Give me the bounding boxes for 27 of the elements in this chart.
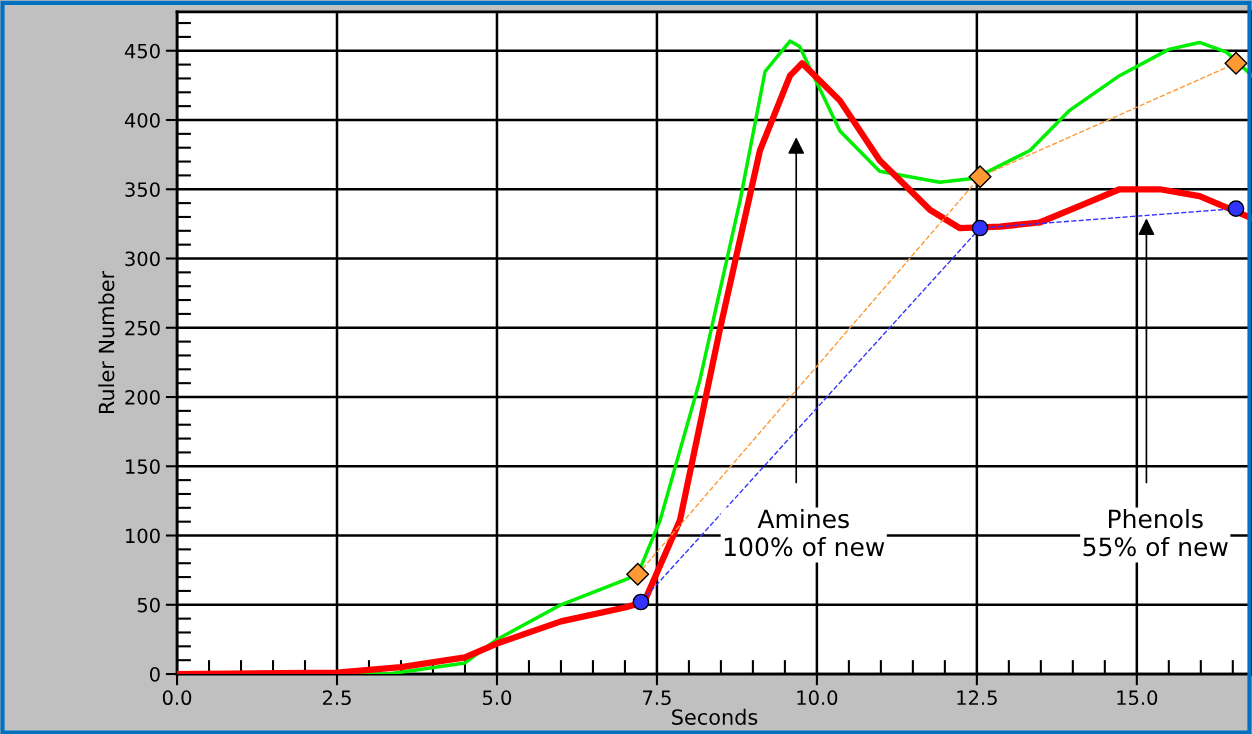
y-tick-label: 150 (126, 459, 160, 474)
point (971, 219, 989, 237)
point (626, 562, 650, 586)
x-tick-label: 15.0 (1117, 690, 1158, 706)
x-tick-label: 12.5 (957, 690, 997, 706)
y-tick-label: 300 (125, 251, 160, 267)
point (968, 165, 992, 189)
point (632, 593, 650, 611)
annotation: Amines 100% of new (724, 508, 885, 557)
x-tick-label: 10.0 (797, 690, 838, 706)
y-tick-label: 200 (125, 389, 160, 405)
y-tick-label: 0 (149, 666, 160, 682)
y-tick-label: 350 (125, 182, 160, 197)
y-tick-label: 50 (137, 597, 160, 613)
y-tick-label: 400 (124, 112, 160, 128)
x-tick-label: 2.5 (322, 690, 351, 706)
x-tick-label: 5.0 (483, 690, 512, 706)
y-tick-label: 100 (126, 528, 160, 544)
x-tick-label: 7.5 (643, 690, 671, 706)
y-tick-label: 250 (125, 320, 160, 336)
point (1224, 51, 1248, 75)
annotation: Phenols 55% of new (1083, 508, 1228, 557)
x-axis-title: Seconds (672, 708, 758, 725)
y-axis-title: Ruler Number (98, 270, 115, 414)
x-tick-label: 0.0 (162, 690, 192, 706)
y-tick-label: 450 (124, 43, 160, 59)
point (1227, 200, 1245, 217)
